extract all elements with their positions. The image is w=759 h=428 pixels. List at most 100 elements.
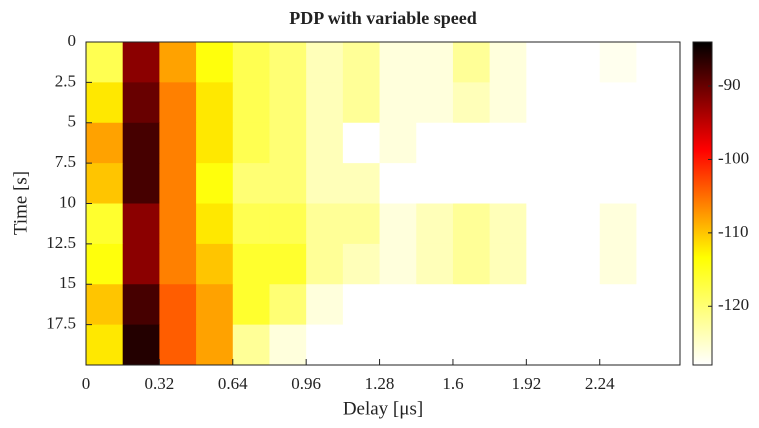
heat-cell — [379, 163, 417, 204]
heat-cell — [636, 203, 674, 245]
heat-cell — [379, 42, 417, 83]
heat-cell — [452, 243, 491, 285]
heat-cell — [489, 82, 527, 124]
heat-cell — [563, 82, 601, 124]
y-tick-label: 17.5 — [46, 314, 76, 333]
colorbar-tick-label: -90 — [718, 75, 741, 94]
heat-cell — [563, 42, 601, 83]
heat-cell — [489, 122, 527, 164]
heat-cell — [563, 324, 601, 366]
heat-cell — [563, 163, 601, 204]
heat-cell — [196, 82, 234, 124]
heat-cell — [86, 284, 124, 326]
heat-cell — [452, 42, 491, 83]
heat-cell — [379, 122, 417, 164]
heat-cell — [489, 203, 527, 245]
heat-cell — [122, 82, 160, 124]
heat-cell — [122, 203, 160, 245]
heat-cell — [342, 243, 381, 285]
heat-cell — [416, 122, 454, 164]
chart-title: PDP with variable speed — [289, 8, 477, 28]
colorbar-tick-label: -110 — [718, 222, 749, 241]
heat-cell — [86, 324, 124, 366]
heat-cell — [526, 203, 564, 245]
heat-cell — [599, 203, 637, 245]
heat-cell — [269, 284, 307, 326]
heat-cell — [636, 243, 674, 285]
heat-cell — [86, 42, 124, 83]
heat-cell — [379, 284, 417, 326]
heat-cell — [416, 324, 454, 366]
heat-cell — [379, 203, 417, 245]
heat-cell — [306, 82, 344, 124]
heat-cell — [599, 122, 637, 164]
heat-cell — [563, 243, 601, 285]
y-tick-label: 15 — [59, 273, 76, 292]
x-tick-label: 1.28 — [365, 374, 395, 393]
y-tick-label: 2.5 — [55, 71, 76, 90]
x-tick-label: 1.92 — [511, 374, 541, 393]
x-tick-label: 2.24 — [585, 374, 615, 393]
y-tick-label: 10 — [59, 192, 76, 211]
heat-cell — [599, 42, 637, 83]
heat-cell — [196, 122, 234, 164]
heat-cell — [232, 324, 270, 366]
heat-cell — [232, 284, 270, 326]
heat-cell — [122, 122, 160, 164]
y-tick-label: 0 — [68, 31, 77, 50]
heat-cell — [159, 42, 197, 83]
heat-cell — [599, 284, 637, 326]
heat-cell — [86, 163, 124, 204]
heat-cell — [306, 243, 344, 285]
heat-cell — [159, 163, 197, 204]
heat-cell — [269, 122, 307, 164]
heat-cell — [526, 324, 564, 366]
heat-cell — [196, 243, 234, 285]
heat-cell — [232, 122, 270, 164]
colorbar-tick-label: -120 — [718, 295, 749, 314]
heat-cell — [416, 203, 454, 245]
heat-cell — [636, 324, 674, 366]
heat-cell — [379, 82, 417, 124]
heat-cell — [342, 122, 381, 164]
heat-cell — [122, 163, 160, 204]
heat-cell — [636, 42, 674, 83]
heat-cell — [196, 284, 234, 326]
x-tick-label: 0.64 — [218, 374, 248, 393]
heat-cell — [416, 82, 454, 124]
heat-cell — [452, 284, 491, 326]
y-tick-label: 5 — [68, 112, 77, 131]
heat-cell — [379, 324, 417, 366]
x-tick-label: 0.96 — [291, 374, 321, 393]
x-tick-label: 1.6 — [442, 374, 463, 393]
heat-cell — [342, 324, 381, 366]
y-tick-label: 7.5 — [55, 152, 76, 171]
heat-cell — [159, 82, 197, 124]
heat-cell — [159, 284, 197, 326]
heat-cell — [489, 284, 527, 326]
heat-cell — [526, 284, 564, 326]
heat-cell — [306, 324, 344, 366]
heat-cell — [159, 203, 197, 245]
heat-cell — [563, 203, 601, 245]
heat-cell — [196, 163, 234, 204]
heat-cell — [269, 243, 307, 285]
heat-cell — [526, 243, 564, 285]
heat-cell — [159, 243, 197, 285]
heat-cell — [599, 82, 637, 124]
heat-cell — [416, 284, 454, 326]
heat-cell — [416, 42, 454, 83]
colorbar-tick-label: -100 — [718, 148, 749, 167]
heat-cell — [452, 203, 491, 245]
heat-cell — [489, 243, 527, 285]
heat-cell — [416, 243, 454, 285]
heat-cell — [232, 42, 270, 83]
heat-cell — [489, 42, 527, 83]
heat-cell — [269, 203, 307, 245]
heat-cell — [452, 324, 491, 366]
heat-cell — [86, 122, 124, 164]
heat-cell — [159, 324, 197, 366]
heat-cell — [563, 284, 601, 326]
heat-cell — [86, 203, 124, 245]
